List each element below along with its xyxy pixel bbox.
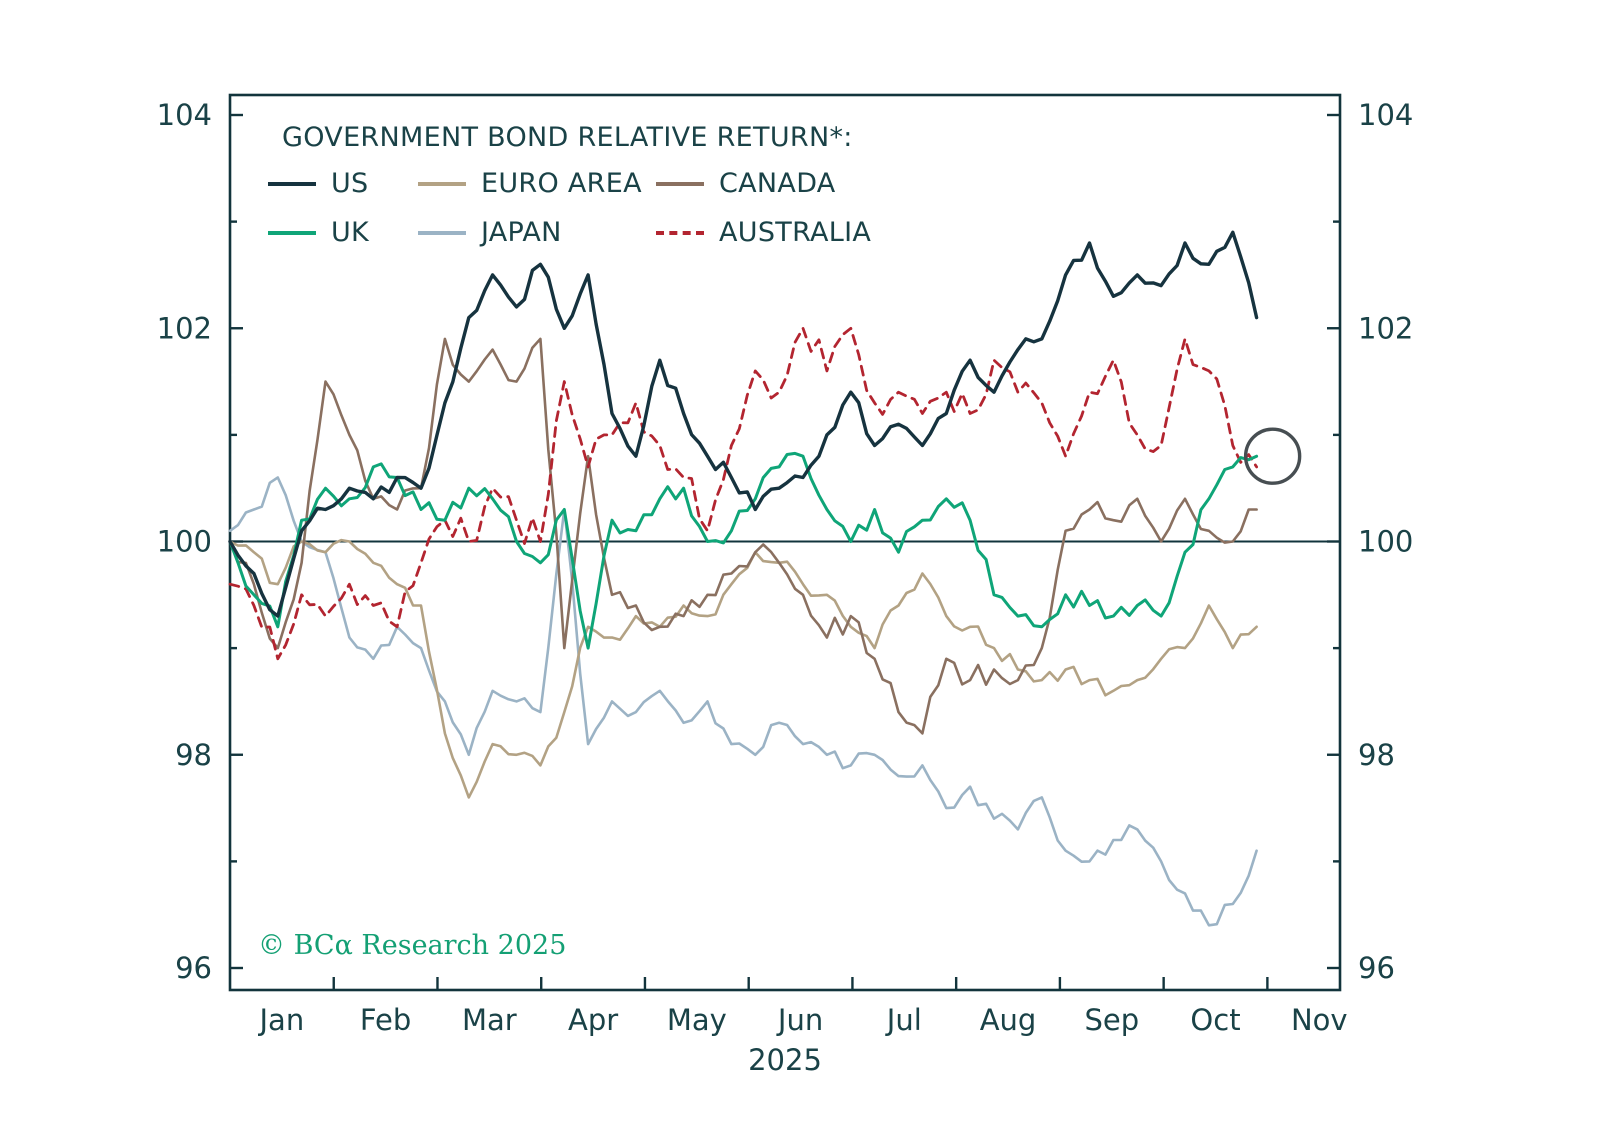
y-axis-label-left: 100 <box>157 525 212 559</box>
y-axis-label-left: 96 <box>175 951 212 985</box>
y-axis-label-left: 98 <box>175 738 212 772</box>
us-line-swatch <box>268 181 316 186</box>
australia-line <box>228 326 1258 661</box>
japan-line <box>228 476 1258 927</box>
euro-area-line <box>228 538 1258 799</box>
x-axis-label-jun: Jun <box>776 1003 823 1037</box>
x-axis-label-nov: Nov <box>1291 1003 1348 1037</box>
watermark-copyright: © BC <box>258 930 335 961</box>
watermark-text: Research <box>352 930 498 961</box>
legend-item-uk: UK <box>268 217 418 248</box>
bca-research-watermark: © BCα Research 2025 <box>258 930 566 961</box>
us-line <box>228 230 1259 618</box>
chart-legend: US EURO AREA CANADA UK JAPAN AUSTRALIA <box>268 168 936 248</box>
euro-area-line-swatch <box>418 181 466 186</box>
legend-label-canada: CANADA <box>719 168 836 199</box>
legend-item-canada: CANADA <box>656 168 936 199</box>
annotation-circle <box>1243 427 1302 485</box>
uk-line-swatch <box>268 230 316 235</box>
x-axis-label-may: May <box>667 1003 727 1037</box>
y-axis-label-right: 100 <box>1358 525 1413 559</box>
legend-item-australia: AUSTRALIA <box>656 217 936 248</box>
uk-line <box>228 451 1259 650</box>
y-axis-label-left: 104 <box>157 98 212 132</box>
australia-line-swatch <box>656 230 704 235</box>
x-axis-label-jan: Jan <box>258 1003 305 1037</box>
x-axis-label-aug: Aug <box>980 1003 1037 1037</box>
x-axis-label-apr: Apr <box>568 1003 618 1037</box>
y-axis-label-right: 96 <box>1358 951 1395 985</box>
canada-line <box>228 337 1258 735</box>
legend-label-us: US <box>331 168 369 199</box>
legend-item-us: US <box>268 168 418 199</box>
x-axis-year-label: 2025 <box>748 1043 822 1077</box>
canada-line-swatch <box>656 181 704 186</box>
watermark-alpha: α <box>334 930 353 961</box>
x-axis-label-jul: Jul <box>885 1003 922 1037</box>
x-axis-label-mar: Mar <box>462 1003 517 1037</box>
y-axis-label-left: 102 <box>157 311 212 345</box>
chart-title: GOVERNMENT BOND RELATIVE RETURN*: <box>282 122 853 153</box>
y-axis-label-right: 104 <box>1358 98 1413 132</box>
legend-item-euro-area: EURO AREA <box>418 168 656 199</box>
x-axis-label-oct: Oct <box>1190 1003 1240 1037</box>
legend-label-uk: UK <box>331 217 370 248</box>
y-axis-label-right: 102 <box>1358 311 1413 345</box>
x-axis-label-sep: Sep <box>1084 1003 1139 1037</box>
legend-item-japan: JAPAN <box>418 217 656 248</box>
legend-label-australia: AUSTRALIA <box>719 217 872 248</box>
legend-label-euro-area: EURO AREA <box>481 168 642 199</box>
legend-label-japan: JAPAN <box>481 217 562 248</box>
y-axis-label-right: 98 <box>1358 738 1395 772</box>
japan-line-swatch <box>418 230 466 235</box>
watermark-year: 2025 <box>497 930 567 961</box>
x-axis-label-feb: Feb <box>360 1003 411 1037</box>
